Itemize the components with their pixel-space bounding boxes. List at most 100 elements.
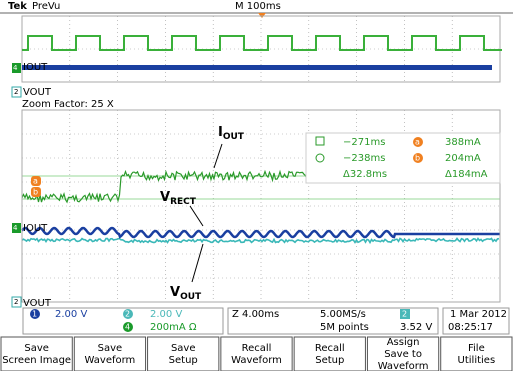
waveform <box>22 65 492 70</box>
button-label[interactable]: Save <box>98 343 123 354</box>
button-label[interactable]: File <box>468 343 485 354</box>
cursor-marker <box>31 176 41 186</box>
channel-panel <box>22 307 224 335</box>
button-face[interactable] <box>440 336 513 371</box>
record-length: 5M points <box>320 322 369 333</box>
button-label[interactable]: Setup <box>169 355 198 366</box>
button-label[interactable]: Save to <box>384 349 422 360</box>
ch-scale: 2.00 V <box>150 309 182 320</box>
sample-rate: 5.00MS/s <box>320 309 366 320</box>
button-label[interactable]: Waveform <box>378 361 429 371</box>
trigger-level: 3.52 V <box>400 322 432 333</box>
cursor-marker-label: b <box>33 188 38 197</box>
annotation: IOUT <box>218 125 245 142</box>
ch-marker-num: 2 <box>14 88 18 96</box>
ch-badge <box>123 322 133 332</box>
button-face[interactable] <box>293 336 366 371</box>
annotation-main: V <box>170 285 180 300</box>
timebase: M 100ms <box>235 1 281 12</box>
button-label[interactable]: Screen Image <box>2 355 71 366</box>
waveform <box>21 237 500 245</box>
readout-time: Δ32.8ms <box>343 169 387 180</box>
ch-marker-num: 4 <box>13 224 18 232</box>
main-frame <box>21 109 501 303</box>
button-label[interactable]: Assign <box>387 337 420 348</box>
cursor-readout <box>305 132 501 184</box>
zoom-factor: Zoom Factor: 25 X <box>22 99 114 110</box>
readout-marker-label: b <box>415 154 420 163</box>
readout-current: 204mA <box>445 153 481 164</box>
arrow <box>191 243 204 283</box>
ch-marker-num: 4 <box>13 64 18 72</box>
waveform-label: VOUT <box>23 87 52 98</box>
waveforms <box>21 35 502 245</box>
ch-badge <box>30 309 40 319</box>
button-label[interactable]: Utilities <box>458 355 496 366</box>
button-label[interactable]: Waveform <box>231 355 282 366</box>
button-label[interactable]: Save <box>24 343 49 354</box>
readout-values: −271ms 388mA −238ms 204mA Δ32.8ms Δ184mA ab <box>343 137 488 180</box>
button-label[interactable]: Recall <box>315 343 345 354</box>
mode: PreVu <box>32 1 60 12</box>
zoom-scale: Z 4.00ms <box>232 309 279 320</box>
ch-marker <box>12 63 21 73</box>
ch-marker <box>12 223 21 233</box>
readout-current: Δ184mA <box>445 169 488 180</box>
waveform <box>21 226 500 239</box>
annotation-main: I <box>218 125 223 140</box>
ch-num: 4 <box>125 323 130 332</box>
readout-time: −271ms <box>343 137 385 148</box>
ch-num: 2 <box>125 310 130 319</box>
brand: Tek <box>8 1 27 12</box>
waveform-label: IOUT <box>23 223 48 234</box>
annotation-main: V <box>160 190 170 205</box>
button-face[interactable] <box>366 336 440 371</box>
button-label[interactable]: Recall <box>242 343 272 354</box>
ch-num: 1 <box>32 310 37 319</box>
cursor-marker <box>31 187 41 197</box>
annotation-sub: RECT <box>170 197 197 207</box>
ch-marker <box>11 86 22 98</box>
annotation: VRECT <box>160 190 197 207</box>
ch-badge <box>123 309 133 319</box>
waveform-label: IOUT <box>23 62 48 73</box>
readout-marker <box>413 137 423 147</box>
ch-scale: 2.00 V <box>55 309 87 320</box>
date-panel <box>442 307 510 335</box>
ch-scale: 200mA Ω <box>150 322 197 333</box>
trigger-badge <box>400 309 410 319</box>
ch-marker <box>11 296 22 308</box>
annotation-sub: OUT <box>223 132 245 142</box>
annotation-sub: OUT <box>180 292 202 302</box>
cursor-marker-label: a <box>33 177 38 186</box>
trigger-source: 2 <box>402 310 407 319</box>
time: 08:25:17 <box>448 322 493 333</box>
date: 1 Mar 2012 <box>450 309 507 320</box>
waveform <box>22 35 502 51</box>
button-face[interactable] <box>73 336 147 371</box>
button-label[interactable]: Setup <box>315 355 344 366</box>
waveform-label: VOUT <box>23 298 52 309</box>
readout-current: 388mA <box>445 137 481 148</box>
button-label[interactable]: Save <box>171 343 196 354</box>
arrow <box>213 143 223 169</box>
button-face[interactable] <box>220 336 293 371</box>
button-face[interactable] <box>147 336 220 371</box>
ch-marker-num: 2 <box>14 298 18 306</box>
button-label[interactable]: Waveform <box>85 355 136 366</box>
cursor-icon <box>315 153 325 163</box>
arrow <box>189 205 204 227</box>
readout-marker-label: a <box>415 138 420 147</box>
annotation: VOUT <box>170 285 202 302</box>
button-face[interactable] <box>0 336 73 371</box>
